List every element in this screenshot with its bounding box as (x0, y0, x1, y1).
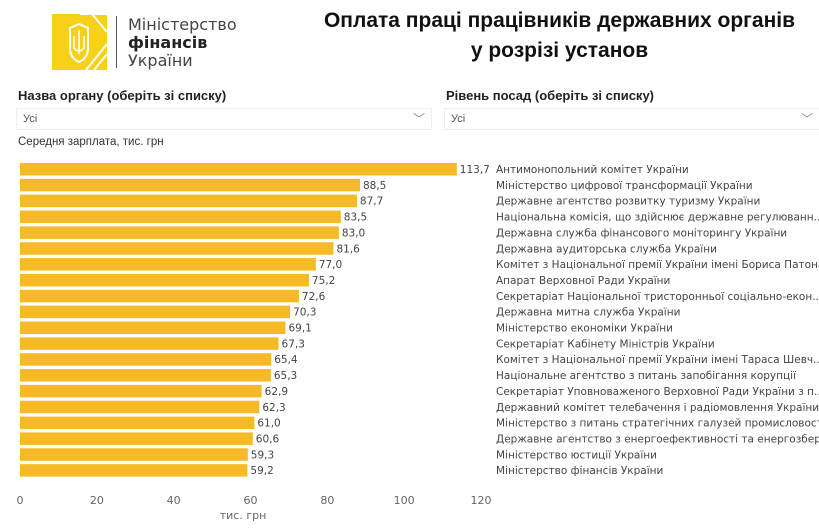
category-label: Державна митна служба України (496, 307, 680, 319)
category-label: Комітет з Національної премії України ім… (496, 354, 819, 366)
x-axis-title: тис. грн (220, 509, 267, 522)
bar[interactable] (20, 416, 255, 430)
bar[interactable] (20, 258, 316, 271)
bar[interactable] (20, 163, 457, 176)
category-label: Національне агентство з питань запобіган… (496, 370, 796, 382)
bar[interactable] (20, 321, 286, 335)
bar[interactable] (20, 400, 260, 414)
x-tick-label: 20 (90, 494, 104, 507)
data-label: 65,4 (274, 354, 298, 366)
data-label: 81,6 (336, 243, 360, 255)
organ-filter-value: Усі (23, 113, 38, 125)
data-label: 87,7 (360, 196, 383, 208)
data-label: 88,5 (363, 180, 386, 192)
data-label: 75,2 (312, 275, 335, 287)
data-label: 70,3 (293, 307, 316, 319)
data-label: 60,6 (256, 433, 280, 445)
bar[interactable] (20, 210, 341, 224)
category-label: Міністерство цифрової трансформації Укра… (496, 180, 753, 192)
title-line1: Оплата праці працівників державних орган… (323, 9, 796, 32)
category-label: Секретаріат Уповноваженого Верховної Рад… (496, 386, 819, 398)
data-label: 113,7 (460, 164, 490, 176)
category-label: Міністерство юстиції України (496, 449, 657, 461)
bar[interactable] (20, 353, 272, 366)
x-tick-label: 0 (17, 494, 24, 507)
data-label: 62,3 (262, 402, 285, 414)
logo-line2: фінансів (128, 33, 208, 52)
x-tick-label: 60 (244, 494, 258, 507)
category-label: Комітет з Національної премії України ім… (496, 259, 819, 271)
category-label: Секретаріат Кабінету Міністрів України (496, 338, 715, 350)
data-label: 72,6 (302, 291, 326, 303)
category-label: Державне агентство розвитку туризму Укра… (496, 196, 760, 208)
bar[interactable] (20, 242, 334, 255)
bar[interactable] (20, 305, 291, 319)
category-label: Державне агентство з енергоефективності … (496, 433, 819, 445)
position-filter-dropdown[interactable]: Усі ﹀ (444, 108, 819, 130)
logo-line3: України (128, 51, 193, 70)
logo-line1: Міністерство (128, 15, 237, 34)
data-label: 59,3 (251, 449, 274, 461)
chart-title: Середня зарплата, тис. грн (18, 136, 164, 148)
data-label: 77,0 (319, 259, 342, 271)
data-label: 83,0 (342, 227, 365, 239)
bar[interactable] (20, 369, 271, 382)
logo-divider (116, 16, 117, 68)
ministry-logo (52, 14, 107, 70)
data-label: 62,9 (265, 386, 288, 398)
category-label: Антимонопольний комітет України (496, 164, 689, 176)
x-tick-label: 40 (167, 494, 181, 507)
bar[interactable] (20, 194, 357, 208)
data-label: 67,3 (282, 338, 305, 350)
category-label: Державна аудиторська служба України (496, 243, 717, 255)
bar[interactable] (20, 432, 253, 445)
position-filter-label: Рівень посад (оберіть зі списку) (446, 88, 654, 103)
category-label: Апарат Верховної Ради України (496, 275, 670, 287)
organ-filter-label: Назва органу (оберіть зі списку) (18, 88, 227, 103)
title-line2: у розрізі установ (470, 39, 649, 62)
bar[interactable] (20, 384, 262, 398)
bar[interactable] (20, 464, 248, 477)
category-label: Національна комісія, що здійснює державн… (496, 212, 819, 224)
bar[interactable] (20, 226, 339, 239)
category-label: Міністерство економіки України (496, 323, 673, 335)
page-title: Оплата праці працівників державних орган… (300, 6, 819, 66)
x-tick-label: 80 (320, 494, 334, 507)
category-label: Державний комітет телебачення і радіомов… (496, 402, 819, 414)
logo-text: Міністерство фінансів України (128, 16, 237, 70)
data-label: 69,1 (288, 323, 311, 335)
bar[interactable] (20, 289, 299, 303)
bar[interactable] (20, 178, 360, 192)
x-tick-label: 120 (471, 494, 492, 507)
position-filter-value: Усі (451, 113, 466, 125)
data-label: 83,5 (344, 212, 367, 224)
bar[interactable] (20, 337, 279, 350)
category-label: Секретаріат Національної тристоронньої с… (496, 291, 819, 303)
chevron-down-icon: ﹀ (412, 112, 425, 126)
organ-filter-dropdown[interactable]: Усі ﹀ (16, 108, 432, 130)
data-label: 59,2 (250, 465, 273, 477)
bar[interactable] (20, 448, 248, 461)
category-label: Державна служба фінансового моніторингу … (496, 227, 787, 239)
category-label: Міністерство з питань стратегічних галуз… (496, 418, 819, 430)
bar[interactable] (20, 273, 309, 287)
x-tick-label: 100 (394, 494, 415, 507)
data-label: 61,0 (257, 418, 280, 430)
chevron-down-icon: ﹀ (800, 112, 813, 126)
data-label: 65,3 (274, 370, 297, 382)
category-label: Міністерство фінансів України (496, 465, 663, 477)
